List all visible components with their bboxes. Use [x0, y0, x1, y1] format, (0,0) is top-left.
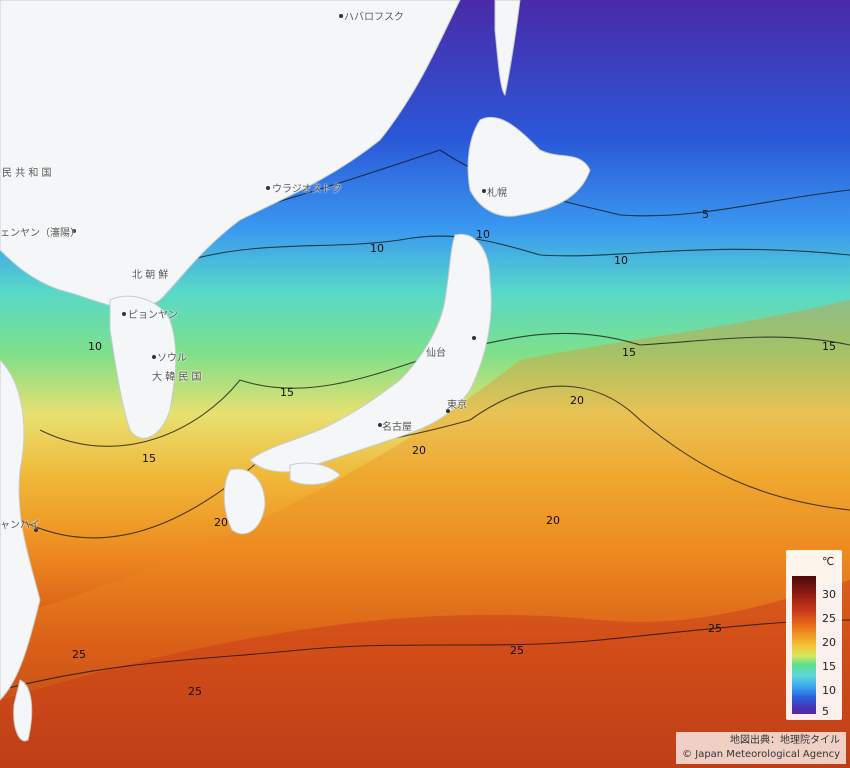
legend-tick: 25 — [822, 612, 836, 625]
legend-tick: 30 — [822, 588, 836, 601]
contour-label: 10 — [370, 242, 384, 255]
city-marker — [472, 336, 476, 340]
isotherm-10 — [189, 235, 850, 261]
contour-label: 20 — [214, 516, 228, 529]
place-label-shenyang: ェンヤン（瀋陽） — [0, 228, 80, 239]
place-label-china: 民 共 和 国 — [2, 168, 52, 179]
place-label-khabarovsk: ハバロフスク — [344, 12, 404, 23]
contour-label: 20 — [412, 444, 426, 457]
contour-label: 15 — [142, 452, 156, 465]
legend-tick: 10 — [822, 684, 836, 697]
legend-color-bar — [792, 576, 816, 714]
city-marker — [446, 409, 450, 413]
map-attribution: 地図出典：地理院タイル © Japan Meteorological Agenc… — [676, 732, 846, 764]
contour-label: 15 — [622, 346, 636, 359]
place-label-vladivostok: ウラジオストク — [272, 184, 342, 195]
shikoku-land — [289, 462, 341, 486]
place-label-shanghai: ャンハイ — [0, 520, 40, 531]
place-label-sapporo: 札幌 — [487, 188, 507, 199]
place-label-pyongyang: ピョンヤン — [128, 310, 178, 321]
contour-label: 20 — [546, 514, 560, 527]
city-marker — [72, 229, 76, 233]
korea-land — [109, 295, 177, 439]
contour-label: 25 — [510, 644, 524, 657]
contour-label: 25 — [708, 622, 722, 635]
china-coast-land — [0, 359, 41, 701]
honshu-land — [249, 233, 492, 473]
contour-label: 15 — [280, 386, 294, 399]
city-marker — [339, 14, 343, 18]
city-marker — [34, 528, 38, 532]
attribution-tiles: 地図出典：地理院タイル — [730, 735, 840, 746]
place-label-north-korea: 北 朝 鮮 — [132, 270, 169, 281]
very-warm-zone — [0, 580, 850, 768]
contour-label: 10 — [476, 228, 490, 241]
attribution-jma: © Japan Meteorological Agency — [682, 749, 840, 760]
continent-land — [0, 0, 461, 309]
place-label-sendai: 仙台 — [426, 348, 446, 359]
temperature-legend: ℃ 30 25 20 15 10 5 — [786, 550, 842, 720]
contour-label: 10 — [88, 340, 102, 353]
city-marker — [266, 186, 270, 190]
kyushu-land — [223, 468, 266, 535]
contour-label: 25 — [72, 648, 86, 661]
contour-label: 15 — [822, 340, 836, 353]
city-marker — [122, 312, 126, 316]
place-label-nagoya: 名古屋 — [382, 422, 412, 433]
hokkaido-land — [467, 116, 591, 217]
city-marker — [482, 189, 486, 193]
place-label-south-korea: 大 韓 民 国 — [152, 372, 202, 383]
contour-label: 5 — [702, 208, 709, 221]
contour-label: 10 — [614, 254, 628, 267]
sakhalin-land — [494, 0, 521, 97]
legend-unit: ℃ — [822, 555, 835, 568]
contour-label: 25 — [188, 685, 202, 698]
place-label-tokyo: 東京 — [447, 400, 467, 411]
city-marker — [152, 355, 156, 359]
legend-tick: 15 — [822, 660, 836, 673]
contour-label: 20 — [570, 394, 584, 407]
place-label-seoul: ソウル — [157, 353, 187, 364]
isotherm-25 — [0, 619, 850, 691]
isotherm-20 — [19, 385, 850, 539]
city-marker — [378, 423, 382, 427]
legend-tick: 5 — [822, 705, 829, 718]
taiwan-land — [13, 679, 33, 742]
legend-tick: 20 — [822, 636, 836, 649]
